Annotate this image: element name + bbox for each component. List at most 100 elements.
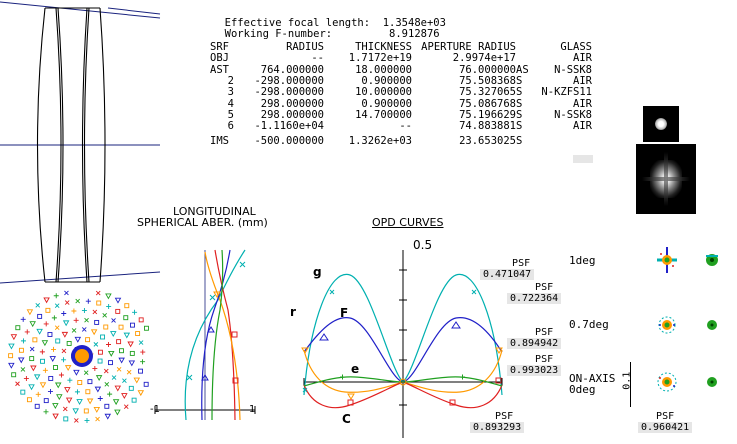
spot-marker (128, 385, 134, 391)
cell-flag: S (516, 134, 523, 147)
long-curve-C (214, 249, 236, 421)
spot-marker (15, 325, 21, 331)
cell-aperture: 74.883881 (459, 120, 516, 133)
long-curve-F (201, 249, 231, 421)
spot-marker (90, 329, 98, 336)
spot-marker (104, 413, 112, 420)
table-row: IMS -500.000000 1.3262e+03 23.653025 S (210, 132, 592, 146)
table-row: 5 298.000000 14.700000 75.196629 S N-SSK… (210, 108, 592, 121)
cell-srf: 5 (227, 108, 234, 121)
cell-radius: -298.000000 (254, 75, 324, 88)
cell-srf: AST (210, 63, 229, 76)
spot-marker (102, 312, 108, 318)
psf-onaxis-value: 0.960421 (638, 422, 693, 433)
spot-marker (61, 348, 67, 354)
spot-marker (45, 307, 51, 313)
prescription-header-row: SRF RADIUS THICKNESS APERTURE RADIUS GLA… (210, 41, 592, 54)
spot-marker (20, 389, 26, 395)
field-label-onaxis: ON-AXIS (569, 372, 616, 385)
spot-marker (32, 337, 38, 343)
table-row: OBJ -- 1.7172e+19 2.9974e+17 AIR (210, 53, 592, 64)
spot-marker (56, 394, 63, 401)
cell-srf: 2 (227, 75, 234, 88)
spot-marker (67, 377, 73, 383)
spot-marker (106, 303, 112, 309)
spot-marker (129, 350, 135, 356)
spot-marker (30, 365, 37, 372)
fnum-label: Working F-number: (224, 27, 333, 40)
efl-label: Effective focal length: (224, 16, 371, 29)
cell-thickness: 1.7172e+19 (348, 52, 412, 65)
spot-marker (130, 322, 135, 328)
spot-scale-label: 0.1 (621, 371, 633, 390)
cell-thickness: 10.000000 (355, 86, 412, 99)
spot-marker (123, 332, 131, 339)
spot-marker (103, 368, 109, 374)
spot-marker (138, 317, 144, 323)
spot-marker (34, 403, 40, 409)
spot-marker (29, 356, 35, 362)
spot-marker (43, 409, 49, 415)
psf-F: PSF 0.894942 (507, 327, 562, 349)
psf-g: PSF 0.471047 (480, 258, 535, 280)
spot-marker (140, 359, 146, 365)
spot-marker (93, 342, 99, 347)
spot-marker (17, 357, 25, 364)
spot-marker (74, 389, 80, 395)
spot-marker (112, 399, 120, 406)
spot-marker (66, 341, 72, 346)
cell-radius: 764.000000 (260, 63, 324, 76)
psf-C-value: 0.893293 (470, 422, 525, 433)
spot-marker (107, 350, 115, 357)
cell-glass: N-SSK8 (554, 108, 592, 121)
spot-marker (138, 340, 144, 345)
long-curve-r (204, 251, 241, 421)
spot-marker (20, 338, 26, 344)
opd-label-e: e (351, 362, 360, 376)
col-glass: GLASS (560, 41, 592, 54)
cell-glass: N-SSK8 (554, 63, 592, 76)
opd-label-C: C (342, 412, 351, 426)
spot-marker (35, 391, 41, 397)
spot-marker (24, 329, 30, 335)
spot-marker (132, 309, 138, 315)
spot-marker (64, 387, 71, 393)
spot-marker (109, 331, 117, 337)
longitudinal-title-line1: LONGITUDINAL (173, 205, 256, 218)
spot-marker (52, 403, 59, 409)
lens-elements (36, 7, 106, 283)
spot-marker (52, 413, 59, 420)
spot-marker (97, 396, 103, 402)
spot-marker (35, 302, 41, 308)
cell-radius: -500.000000 (254, 134, 324, 147)
psf-e-value: 0.993023 (507, 365, 562, 376)
spot-marker (20, 316, 26, 322)
spot-marker (64, 300, 70, 305)
spot-marker (29, 321, 36, 328)
psf-r-value: 0.722364 (507, 293, 562, 304)
spot-1deg-b (706, 254, 718, 266)
spot-marker (43, 297, 50, 304)
spot-marker (107, 391, 113, 397)
spot-marker (137, 390, 145, 397)
cell-aperture: 2.9974e+17 (452, 52, 516, 65)
spot-marker (61, 357, 67, 363)
spot-marker (108, 360, 113, 366)
spot-marker (15, 381, 20, 387)
cell-glass: N-KZFS11 (541, 86, 592, 99)
spot-marker (87, 379, 93, 385)
spot-marker (73, 317, 79, 323)
spot-marker (71, 308, 77, 314)
cell-aperture: 75.086768 (459, 97, 516, 110)
cell-srf: 6 (227, 120, 234, 133)
spot-marker (92, 309, 98, 315)
efl-line: Effective focal length: 1.3548e+03 (212, 6, 446, 29)
cell-radius: -298.000000 (254, 86, 324, 99)
spot-1deg (657, 247, 677, 273)
spot-marker (40, 358, 45, 364)
spot-marker (96, 300, 102, 306)
spot-marker (100, 334, 106, 340)
spot-marker (64, 290, 69, 296)
cell-thickness: 0.900000 (361, 97, 412, 110)
longitudinal-plot (154, 249, 256, 421)
